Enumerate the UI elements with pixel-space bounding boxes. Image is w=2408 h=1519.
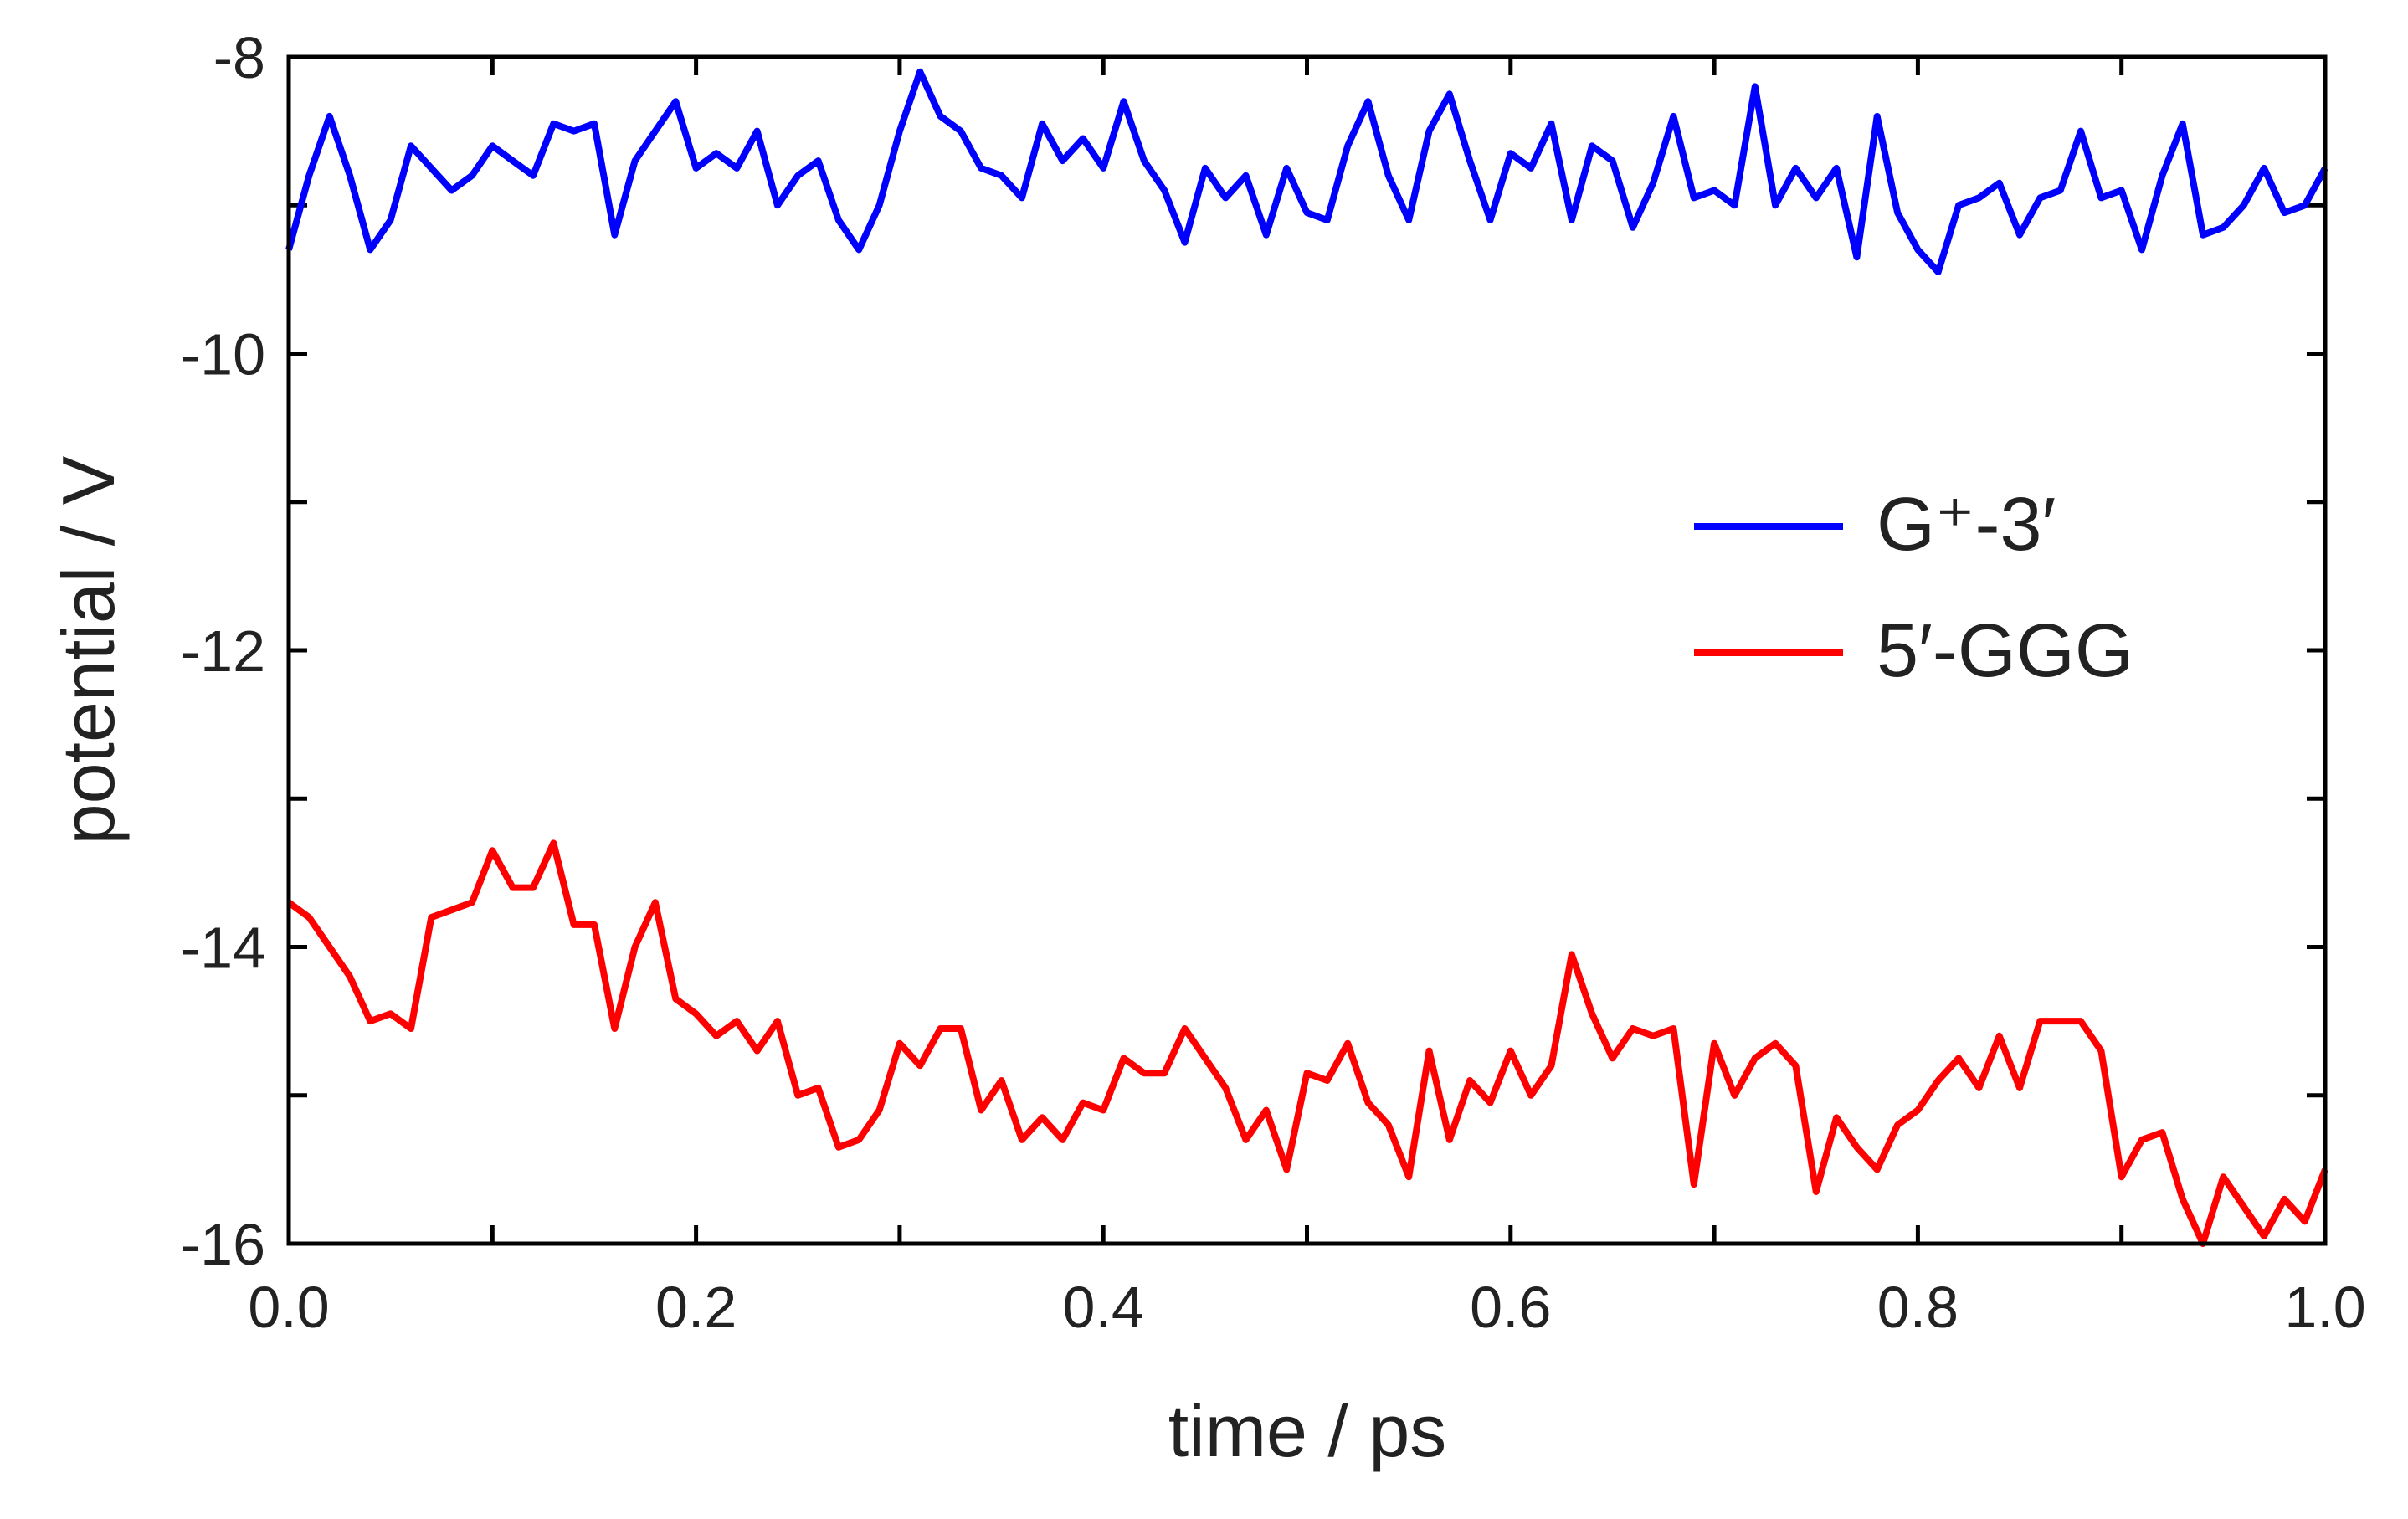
y-tick-label: -16 — [181, 1212, 265, 1277]
series-line — [285, 68, 2328, 275]
y-tick-label: -10 — [181, 322, 265, 387]
y-tick-label: -14 — [181, 916, 265, 981]
legend-label: 5′-GGG — [1877, 609, 2133, 693]
x-tick-label: 0.2 — [655, 1275, 737, 1340]
legend-label: G⁺-3′ — [1877, 483, 2056, 567]
y-axis-label: potential / V — [47, 455, 130, 844]
x-tick-label: 0.0 — [248, 1275, 329, 1340]
x-tick-label: 0.8 — [1877, 1275, 1959, 1340]
x-tick-label: 1.0 — [2284, 1275, 2365, 1340]
series-line — [286, 839, 2328, 1247]
x-tick-label: 0.6 — [1470, 1275, 1551, 1340]
plot-frame — [286, 54, 2328, 1246]
x-axis-label: time / ps — [1168, 1389, 1447, 1472]
x-tick-label: 0.4 — [1063, 1275, 1144, 1340]
y-tick-label: -8 — [213, 25, 265, 90]
y-tick-label: -12 — [181, 618, 265, 684]
